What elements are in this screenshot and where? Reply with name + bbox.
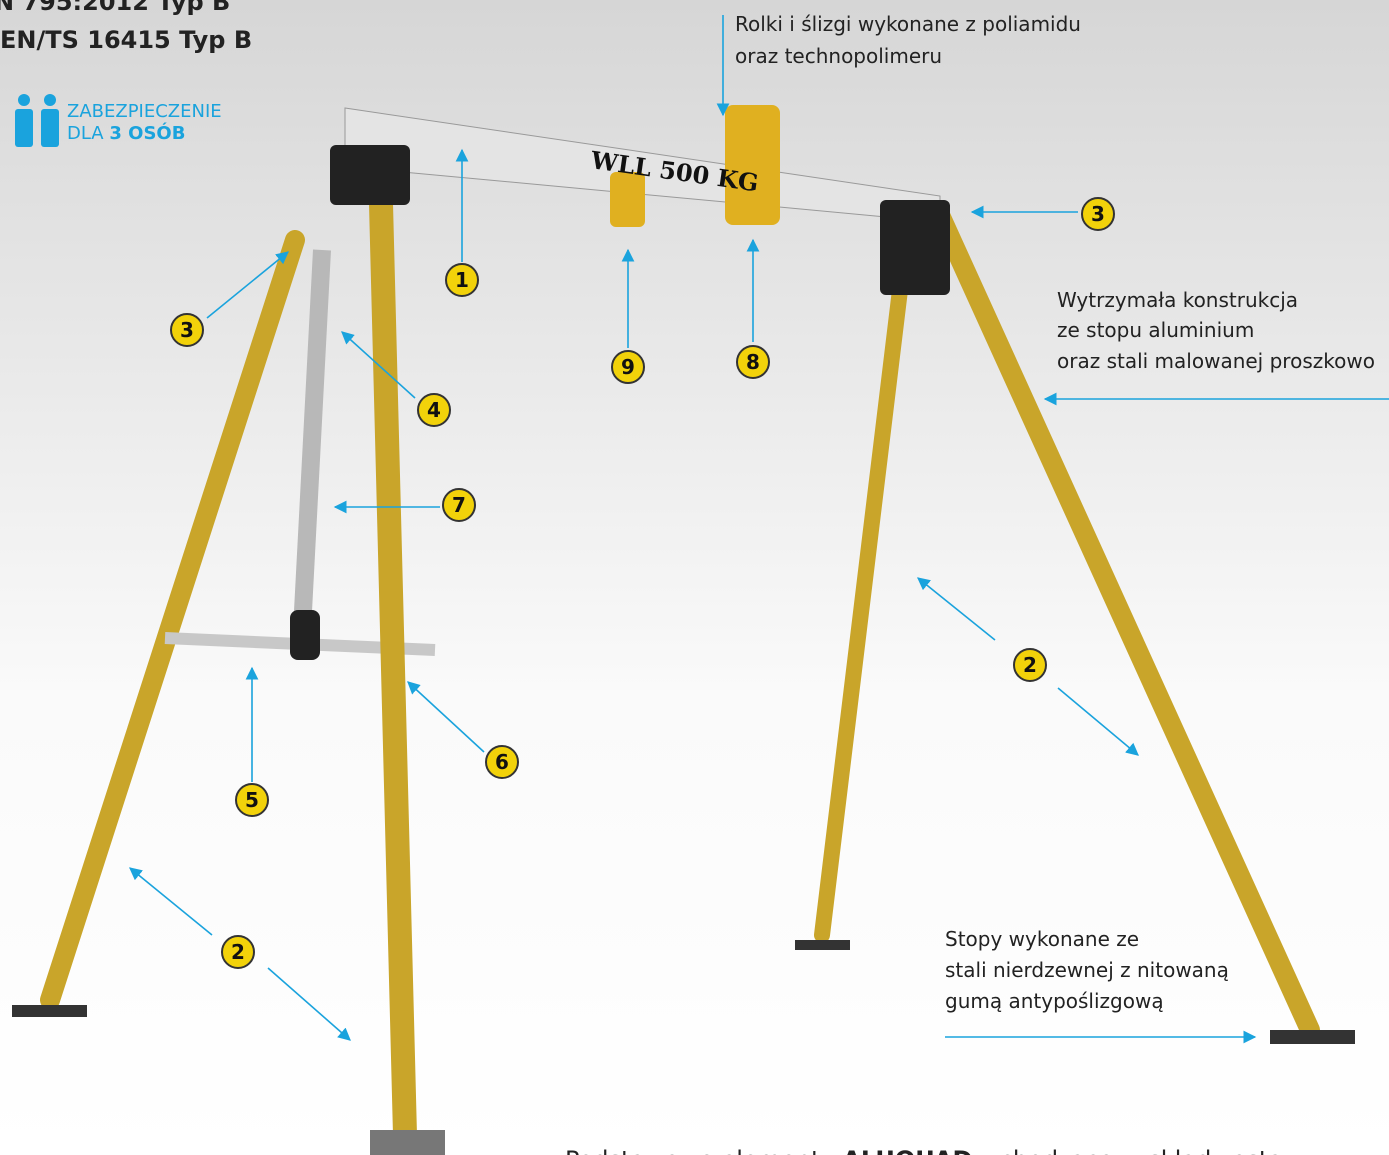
callout-number: 6 [495,750,509,774]
capacity-text: DLA 3 OSÓB [67,122,185,144]
callout-number: 2 [231,940,245,964]
note: gumą antypoślizgową [945,989,1164,1013]
footer-bold: ALUQUAD [842,1146,972,1155]
capacity-bold: 3 OSÓB [109,122,185,144]
note: ze stopu aluminium [1057,318,1254,342]
callout-number: 1 [455,268,469,292]
standard: N 795:2012 Typ B [0,0,230,16]
callout-number: 9 [621,355,635,379]
capacity-prefix: DLA [67,123,104,144]
callout-badge: 1 [446,264,478,296]
standard: EN/TS 16415 Typ B [0,26,252,54]
diagram: WLL 500 KG N 795:2012 Typ B EN/TS 16415 … [0,0,1389,1155]
callout-number: 2 [1023,653,1037,677]
callout-badge: 2 [1014,649,1046,681]
callout-badge: 6 [486,746,518,778]
note: oraz stali malowanej proszkowo [1057,349,1375,373]
footer-text: Podstawowe elementy [565,1146,835,1155]
note: Wytrzymała konstrukcja [1057,288,1298,312]
callout-badge: 2 [222,936,254,968]
callout-badge: 3 [171,314,203,346]
callout-badge: 9 [612,351,644,383]
note: Stopy wykonane ze [945,927,1139,951]
callout-number: 3 [1091,202,1105,226]
callout-number: 3 [180,318,194,342]
callout-number: 7 [452,493,466,517]
callout-badge: 7 [443,489,475,521]
callout-number: 5 [245,788,259,812]
callout-badge: 5 [236,784,268,816]
callout-number: 4 [427,398,441,422]
note: Rolki i ślizgi wykonane z poliamidu [735,12,1081,36]
note: stali nierdzewnej z nitowaną [945,958,1229,982]
note: oraz technopolimeru [735,44,942,68]
callout-badge: 8 [737,346,769,378]
callout-number: 8 [746,350,760,374]
callout-badge: 4 [418,394,450,426]
capacity-text: ZABEZPIECZENIE [67,101,222,122]
callout-badge: 3 [1082,198,1114,230]
footer-text: wchodzące w skład zestawu: [980,1146,1326,1155]
footer: Podstawowe elementy ALUQUAD wchodzące w … [565,1146,1326,1155]
